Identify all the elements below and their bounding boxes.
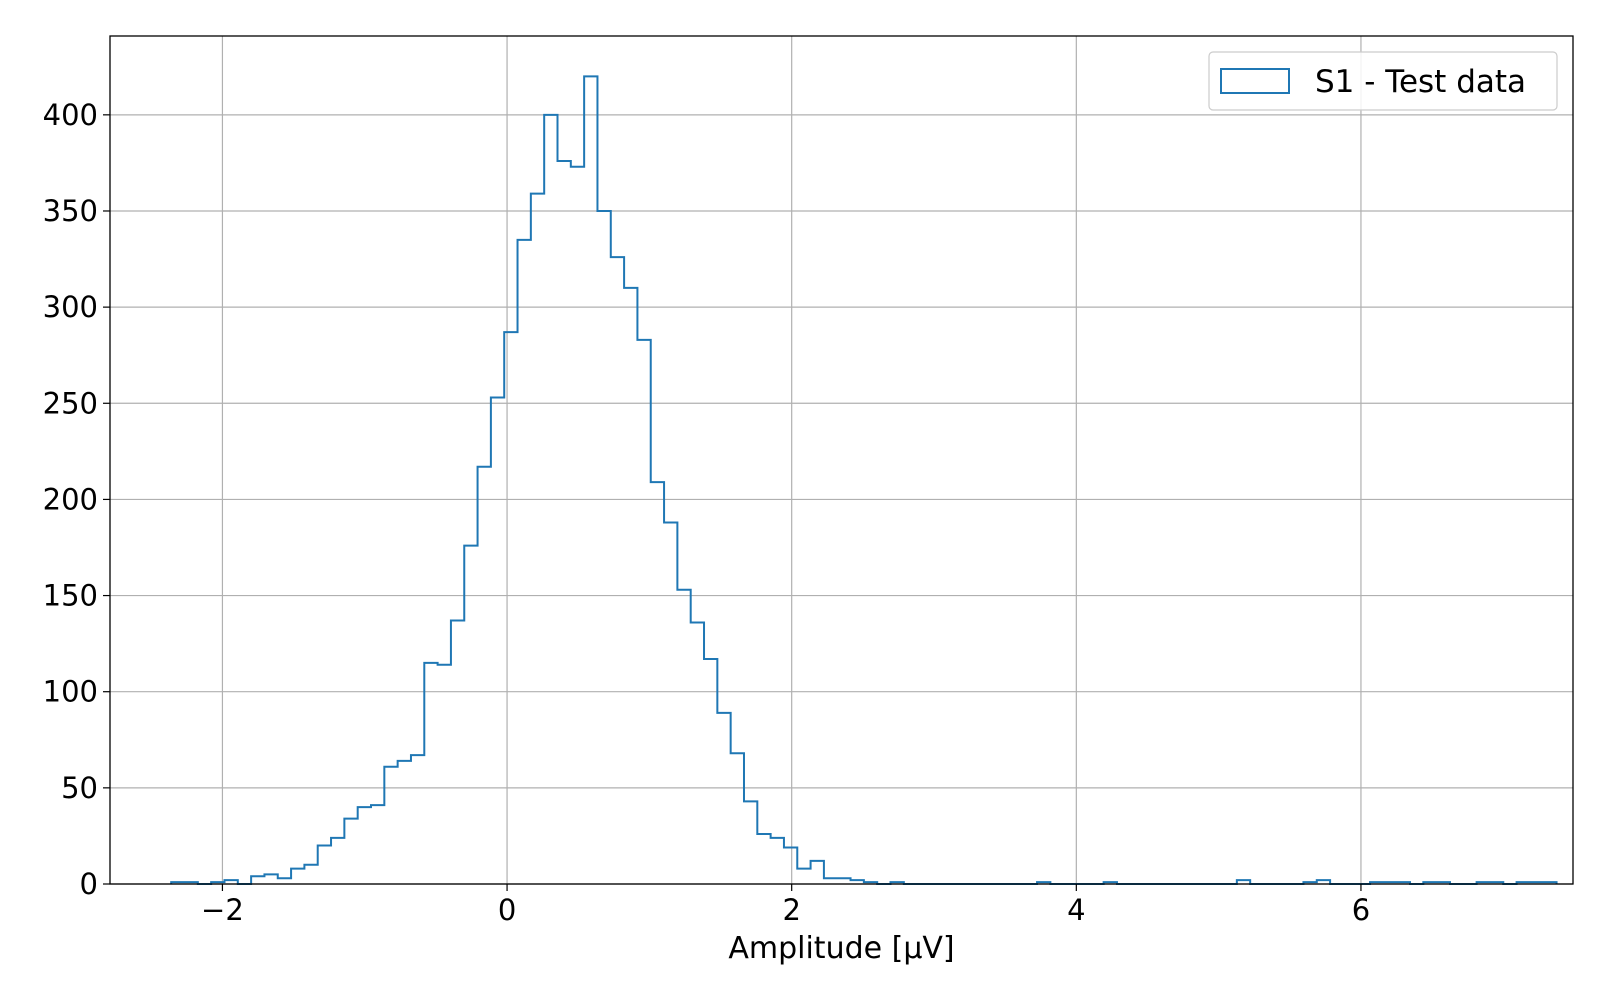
y-tick-label: 300 <box>43 290 98 324</box>
y-tick-label: 50 <box>61 771 98 805</box>
y-tick-label: 150 <box>43 579 98 613</box>
histogram-step-line <box>170 75 1558 885</box>
grid <box>110 36 1573 885</box>
y-tick-label: 400 <box>43 98 98 132</box>
legend-entry: S1 - Test data <box>1315 64 1526 100</box>
legend: S1 - Test data <box>1208 51 1558 111</box>
y-tick-label: 350 <box>43 194 98 228</box>
x-tick-label: −2 <box>201 893 244 927</box>
y-tick-label: 250 <box>43 386 98 420</box>
legend-swatch <box>1220 68 1290 94</box>
x-tick-label: 2 <box>782 893 800 927</box>
x-axis-label: Amplitude [μV] <box>728 931 954 966</box>
plot-frame <box>109 35 1574 885</box>
x-tick-label: 0 <box>498 893 516 927</box>
x-tick-label: 4 <box>1067 893 1085 927</box>
ticks: −2 0 2 4 6 0 50 100 150 200 250 300 350 400 <box>43 98 1371 927</box>
y-tick-label: 100 <box>43 675 98 709</box>
y-tick-label: 200 <box>43 482 98 516</box>
series-layer <box>170 75 1558 885</box>
x-tick-label: 6 <box>1352 893 1370 927</box>
legend-box <box>1208 51 1558 111</box>
y-tick-label: 0 <box>80 867 98 901</box>
